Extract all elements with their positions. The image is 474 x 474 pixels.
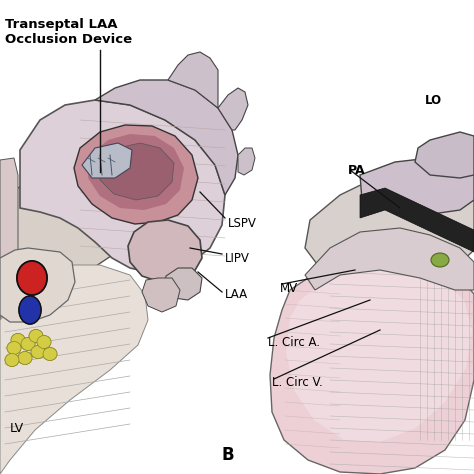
Polygon shape (415, 132, 474, 178)
Ellipse shape (43, 347, 57, 361)
Text: L. Circ A.: L. Circ A. (268, 336, 320, 348)
Text: L. Circ V.: L. Circ V. (272, 376, 323, 390)
Polygon shape (0, 158, 18, 272)
Polygon shape (305, 228, 474, 290)
Ellipse shape (37, 336, 51, 348)
Ellipse shape (17, 261, 47, 295)
Ellipse shape (43, 347, 57, 361)
Polygon shape (0, 160, 155, 400)
Polygon shape (0, 265, 148, 474)
Text: PA: PA (348, 164, 365, 176)
Ellipse shape (37, 336, 51, 348)
Polygon shape (142, 278, 180, 312)
Ellipse shape (21, 337, 35, 350)
Text: B: B (222, 446, 235, 464)
Polygon shape (218, 88, 248, 130)
Ellipse shape (19, 296, 41, 324)
Text: MV: MV (280, 282, 298, 294)
Ellipse shape (31, 346, 45, 358)
Ellipse shape (31, 346, 45, 358)
Polygon shape (360, 188, 474, 252)
Polygon shape (270, 258, 474, 474)
Ellipse shape (21, 337, 35, 350)
Polygon shape (95, 80, 238, 195)
Ellipse shape (11, 334, 25, 346)
Ellipse shape (17, 261, 47, 295)
Ellipse shape (7, 341, 21, 355)
Polygon shape (82, 143, 132, 178)
Ellipse shape (19, 296, 41, 324)
Polygon shape (88, 134, 184, 210)
Polygon shape (305, 170, 474, 282)
Polygon shape (238, 148, 255, 175)
Polygon shape (100, 143, 174, 200)
Text: LV: LV (10, 421, 24, 435)
Text: LSPV: LSPV (228, 217, 257, 229)
Polygon shape (164, 268, 202, 300)
Polygon shape (0, 248, 75, 322)
Ellipse shape (18, 352, 32, 365)
Text: LIPV: LIPV (225, 252, 250, 264)
Polygon shape (286, 268, 472, 442)
Ellipse shape (5, 354, 19, 366)
Polygon shape (168, 52, 218, 108)
Polygon shape (20, 100, 225, 272)
Polygon shape (128, 220, 202, 282)
Ellipse shape (29, 329, 43, 343)
Ellipse shape (11, 334, 25, 346)
Ellipse shape (18, 352, 32, 365)
Text: Transeptal LAA
Occlusion Device: Transeptal LAA Occlusion Device (5, 18, 132, 46)
Ellipse shape (5, 354, 19, 366)
Text: LAA: LAA (225, 289, 248, 301)
Polygon shape (360, 158, 474, 215)
Ellipse shape (431, 253, 449, 267)
Ellipse shape (7, 341, 21, 355)
Text: LO: LO (425, 93, 442, 107)
Ellipse shape (29, 329, 43, 343)
Polygon shape (74, 125, 198, 224)
